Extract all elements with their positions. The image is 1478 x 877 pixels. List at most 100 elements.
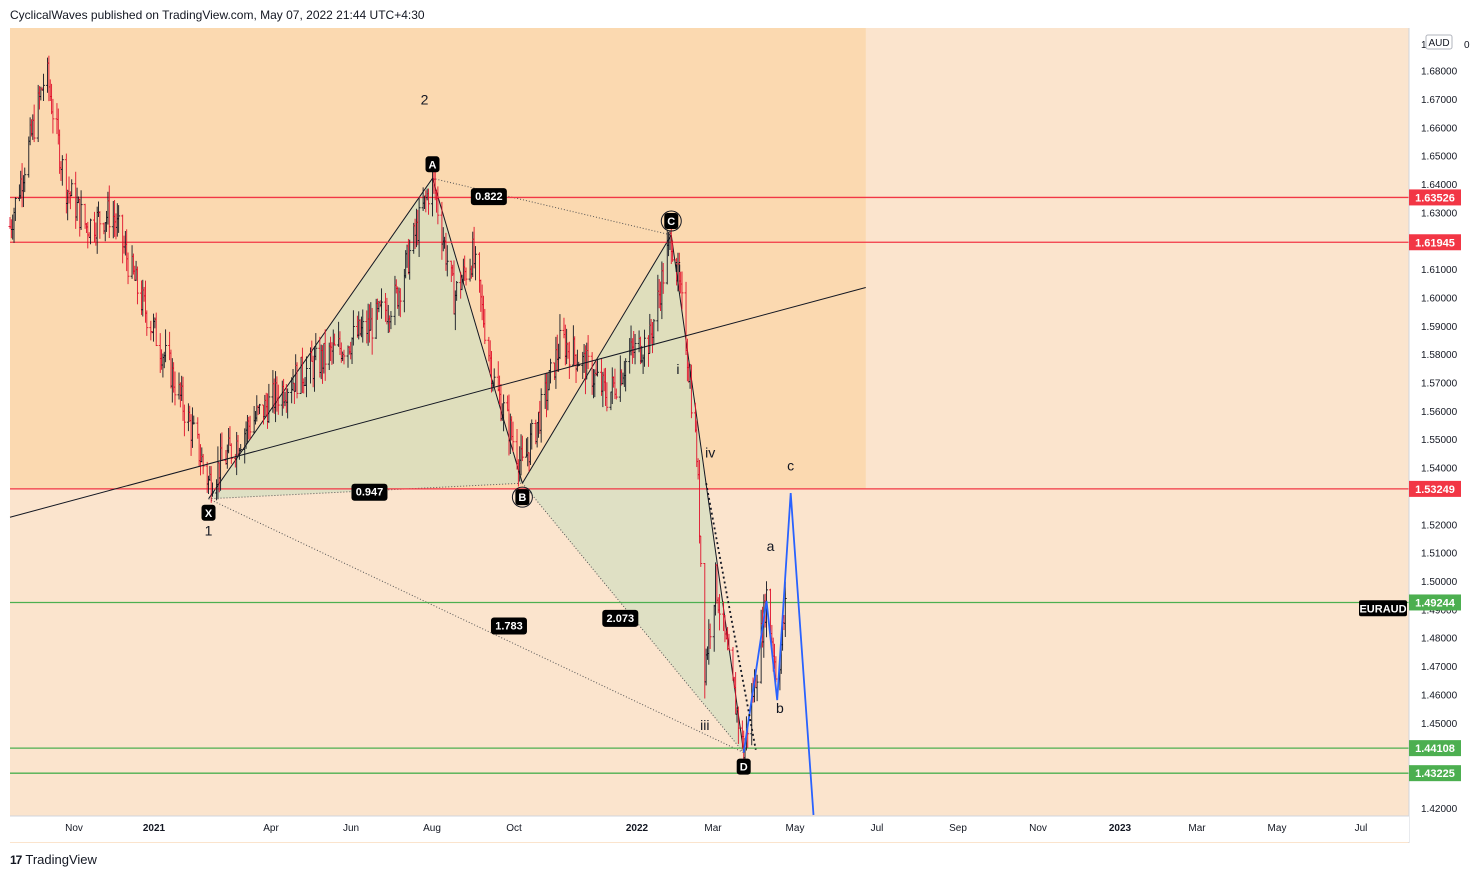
wave-label-6: iv: [705, 445, 715, 461]
pattern-ratio-line-ac: [432, 177, 672, 236]
candle: [32, 104, 36, 143]
price-chart[interactable]: XABCD0.8220.9471.7832.07312iiiiiiivabcEU…: [0, 0, 1478, 845]
level-tag-text: 1.63526: [1415, 192, 1455, 204]
level-tag-text: 1.53249: [1415, 484, 1455, 496]
y-tick-label: 1.68000: [1421, 67, 1458, 78]
pattern-point-c: C: [660, 210, 682, 232]
level-price-tag-3: 1.53249: [1409, 480, 1461, 497]
time-axis: [10, 816, 1409, 842]
point-label: B: [518, 492, 526, 504]
x-tick-label: 2021: [143, 823, 166, 834]
symbol-tag: EURAUD: [1359, 600, 1407, 617]
candle: [351, 310, 355, 346]
y-tick-label: 1.59000: [1421, 322, 1458, 333]
candle: [145, 310, 149, 336]
candle: [239, 443, 243, 453]
candle: [783, 581, 787, 638]
y-tick-label: 1.58000: [1421, 350, 1458, 361]
level-tag-text: 1.44108: [1415, 743, 1455, 755]
candle: [408, 239, 412, 280]
candle: [445, 245, 449, 277]
ratio-badge: [470, 188, 507, 206]
candle: [361, 309, 365, 343]
candle: [201, 453, 205, 475]
point-label: A: [429, 159, 437, 171]
wave-label-3: i: [676, 361, 679, 377]
candle: [483, 308, 487, 345]
y-tick-label: 1.48000: [1421, 634, 1458, 645]
candle: [549, 358, 553, 384]
level-price-tag-1: 1.63526: [1409, 189, 1461, 206]
pattern-point-d: D: [736, 758, 751, 775]
tradingview-footer[interactable]: 17 TradingView: [10, 852, 97, 867]
y-tick-label-top: 1.: [1421, 40, 1429, 51]
y-tick-label: 1.56000: [1421, 407, 1458, 418]
candle: [473, 246, 477, 281]
candle: [614, 388, 618, 400]
candle: [586, 335, 590, 370]
y-tick-label-top-suffix: 0: [1464, 40, 1470, 51]
level-tag-text: 1.61945: [1415, 237, 1455, 249]
currency-badge-box: [1425, 34, 1453, 50]
candle: [671, 240, 675, 262]
candle: [295, 362, 299, 399]
candle: [42, 73, 46, 101]
wave-label-2: 2: [421, 92, 429, 108]
level-price-tag-4: 1.49244: [1409, 594, 1461, 611]
candle: [774, 656, 778, 683]
y-tick-label: 1.49000: [1421, 605, 1458, 616]
candle: [595, 359, 599, 377]
point-ring: [511, 486, 533, 508]
candle: [304, 356, 308, 398]
candle: [126, 252, 130, 285]
candle: [211, 482, 215, 497]
candle: [286, 388, 290, 419]
wave-label-9: c: [787, 457, 794, 473]
point-badge: [736, 758, 751, 775]
level-tag-bg: [1409, 765, 1461, 782]
level-tag-text: 1.43225: [1415, 768, 1455, 780]
pattern-ratio-line-xb: [208, 482, 523, 500]
level-tag-bg: [1409, 234, 1461, 251]
candle: [248, 415, 252, 440]
ratio-badge: [490, 617, 527, 635]
pattern-leg-ab: [432, 178, 523, 484]
candle: [164, 329, 168, 363]
point-badge: [664, 213, 679, 230]
y-tick-label: 1.54000: [1421, 464, 1458, 475]
ratio-label-4: 2.073: [602, 609, 639, 627]
currency-badge-label: AUD: [1428, 38, 1449, 49]
candle: [680, 271, 684, 310]
publisher-line: CyclicalWaves published on TradingView.c…: [10, 8, 425, 22]
pattern-leg-bc: [521, 234, 672, 484]
candle: [370, 307, 374, 355]
candle: [323, 329, 327, 381]
candle: [736, 706, 740, 744]
candle: [624, 358, 628, 392]
candle: [727, 633, 731, 651]
candle: [558, 314, 562, 360]
price-axis: [1409, 28, 1478, 843]
x-tick-label: Jul: [871, 823, 884, 834]
x-tick-label: Oct: [506, 823, 522, 834]
y-tick-label: 1.65000: [1421, 152, 1458, 163]
x-tick-label: Mar: [704, 823, 722, 834]
ratio-label-3: 1.783: [490, 617, 527, 635]
candle: [398, 288, 402, 318]
candle: [464, 267, 468, 286]
x-tick-label: Sep: [949, 823, 967, 834]
pattern-point-b: B: [511, 486, 533, 508]
x-tick-label: Jul: [1355, 823, 1368, 834]
y-tick-label: 1.67000: [1421, 95, 1458, 106]
candle: [436, 186, 440, 225]
candle: [88, 218, 92, 245]
ratio-text: 2.073: [607, 613, 635, 625]
pattern-point-a: A: [425, 156, 440, 173]
candle: [755, 674, 759, 702]
ratio-label-2: 0.947: [351, 483, 388, 501]
y-tick-label: 1.52000: [1421, 520, 1458, 531]
candle: [229, 443, 233, 464]
candle: [652, 319, 656, 346]
ratio-badge: [602, 609, 639, 627]
level-tag-text: 1.49244: [1415, 597, 1456, 609]
